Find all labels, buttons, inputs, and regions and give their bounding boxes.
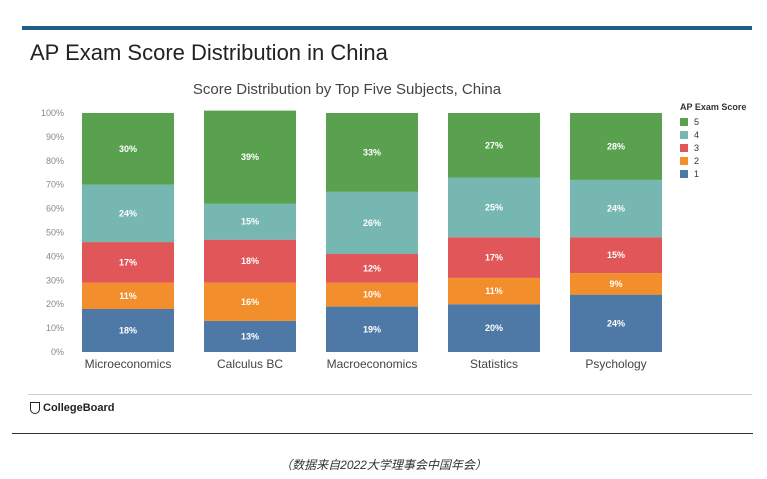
data-label: 30%: [119, 144, 137, 154]
data-label: 15%: [241, 217, 259, 227]
legend-label: 2: [694, 155, 700, 166]
collegeboard-logo: CollegeBoard: [30, 402, 115, 414]
legend: AP Exam Score 5 4 3 2 1: [680, 102, 746, 180]
y-tick-label: 90%: [46, 132, 64, 142]
legend-swatch: [680, 169, 688, 178]
bar-segment-statistics-score-4: [448, 177, 540, 238]
bar-segment-psychology-score-3: [570, 237, 662, 274]
x-tick-label: Psychology: [585, 357, 646, 371]
bar-segment-calculus-bc-score-1: [204, 320, 296, 352]
data-label: 9%: [609, 279, 622, 289]
legend-title: AP Exam Score: [680, 102, 747, 112]
data-label: 11%: [485, 286, 503, 296]
x-tick-label: Microeconomics: [85, 357, 172, 371]
chart-title: Score Distribution by Top Five Subjects,…: [192, 81, 502, 98]
bar-segment-statistics-score-5: [448, 113, 540, 178]
y-tick-label: 0%: [51, 347, 64, 357]
stacked-bar-chart: 0% 10% 20% 30% 40% 50% 60% 70% 80% 90% 100% 18% 11% 1…: [41, 108, 662, 371]
data-label: 10%: [363, 290, 381, 300]
data-label: 11%: [119, 291, 137, 301]
bar-segment-macroeconomics-score-3: [326, 254, 418, 283]
data-label: 25%: [485, 202, 503, 212]
x-tick-label: Calculus BC: [217, 357, 283, 371]
x-tick-label: Statistics: [470, 357, 518, 371]
data-label: 26%: [363, 218, 381, 228]
bar-segment-macroeconomics-score-4: [326, 191, 418, 255]
footer-divider: [28, 394, 752, 395]
legend-label: 5: [694, 116, 700, 127]
data-label: 19%: [363, 324, 381, 334]
legend-label: 1: [694, 168, 700, 179]
data-label: 24%: [607, 318, 625, 328]
bar-segment-statistics-score-2: [448, 277, 540, 305]
data-label: 20%: [485, 323, 503, 333]
bar-segment-macroeconomics-score-2: [326, 282, 418, 307]
bar-segment-psychology-score-4: [570, 179, 662, 238]
legend-item-score-2: 2: [680, 154, 746, 167]
bar-segment-psychology-score-1: [570, 294, 662, 352]
y-tick-label: 20%: [46, 299, 64, 309]
data-label: 15%: [607, 250, 625, 260]
data-label: 13%: [241, 331, 259, 341]
y-tick-label: 50%: [46, 228, 64, 238]
bar-segment-microeconomics-score-5: [82, 113, 174, 185]
legend-item-score-1: 1: [680, 167, 746, 180]
legend-item-score-5: 5: [680, 115, 746, 128]
y-tick-label: 10%: [46, 323, 64, 333]
logo-text: CollegeBoard: [43, 402, 115, 414]
data-label: 12%: [363, 263, 381, 273]
data-label: 18%: [241, 256, 259, 266]
legend-swatch: [680, 130, 688, 139]
y-tick-label: 40%: [46, 251, 64, 261]
slide-title: AP Exam Score Distribution in China: [30, 40, 388, 65]
bar-segment-microeconomics-score-4: [82, 184, 174, 243]
bar-segment-statistics-score-1: [448, 304, 540, 352]
x-tick-label: Macroeconomics: [327, 357, 418, 371]
bar-segment-psychology-score-5: [570, 113, 662, 180]
y-tick-label: 100%: [41, 108, 64, 118]
source-caption: （数据来自2022大学理事会中国年会）: [280, 458, 487, 472]
legend-swatch: [680, 156, 688, 165]
data-label: 24%: [607, 204, 625, 214]
bar-segment-microeconomics-score-2: [82, 282, 174, 309]
data-label: 39%: [241, 152, 259, 162]
bar-segment-calculus-bc-score-3: [204, 239, 296, 283]
bar-segment-macroeconomics-score-1: [326, 306, 418, 352]
y-tick-label: 60%: [46, 204, 64, 214]
data-label: 27%: [485, 140, 503, 150]
legend-swatch: [680, 143, 688, 152]
legend-item-score-4: 4: [680, 128, 746, 141]
legend-label: 4: [694, 129, 700, 140]
slide: AP Exam Score Distribution in China Scor…: [22, 26, 752, 431]
bar-segment-macroeconomics-score-5: [326, 113, 418, 192]
data-label: 28%: [607, 141, 625, 151]
bar-segment-microeconomics-score-3: [82, 242, 174, 283]
bar-segment-psychology-score-2: [570, 273, 662, 295]
data-label: 16%: [241, 297, 259, 307]
data-label: 24%: [119, 208, 137, 218]
y-tick-label: 80%: [46, 156, 64, 166]
bar-segment-calculus-bc-score-5: [204, 110, 296, 204]
y-tick-label: 30%: [46, 275, 64, 285]
y-tick-label: 70%: [46, 180, 64, 190]
bar-segment-calculus-bc-score-4: [204, 203, 296, 240]
data-label: 33%: [363, 147, 381, 157]
page-divider: [12, 433, 753, 434]
bar-segment-statistics-score-3: [448, 237, 540, 278]
bar-segment-microeconomics-score-1: [82, 308, 174, 352]
top-rule: [22, 26, 752, 30]
legend-label: 3: [694, 142, 700, 153]
shield-icon: [30, 402, 40, 414]
data-label: 17%: [485, 253, 503, 263]
legend-swatch: [680, 117, 688, 126]
data-label: 17%: [119, 257, 137, 267]
legend-item-score-3: 3: [680, 141, 746, 154]
data-label: 18%: [119, 325, 137, 335]
bar-segment-calculus-bc-score-2: [204, 282, 296, 321]
